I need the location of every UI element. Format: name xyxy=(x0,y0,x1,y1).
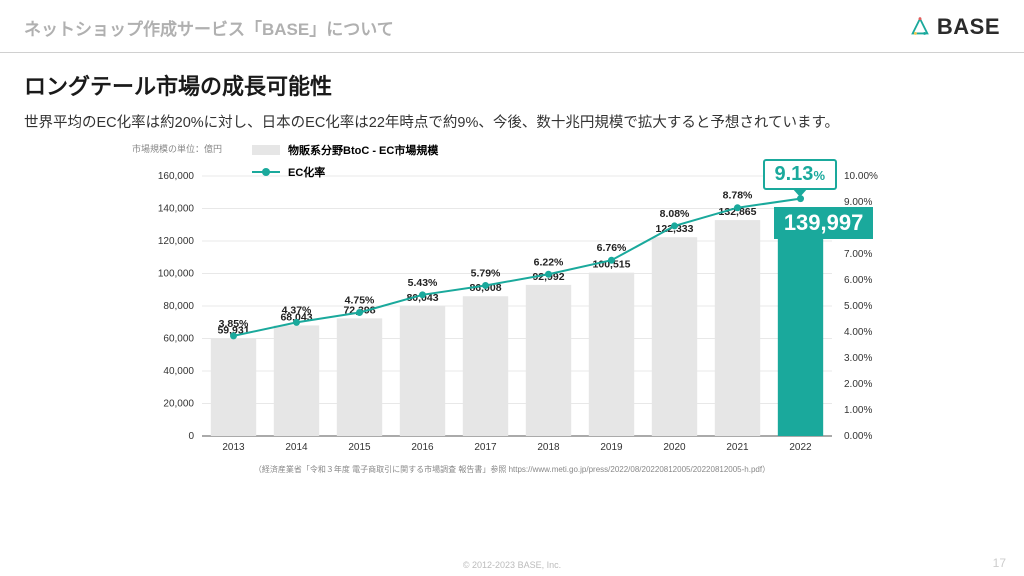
svg-text:5.43%: 5.43% xyxy=(408,277,438,289)
svg-text:2021: 2021 xyxy=(726,442,749,453)
svg-text:5.79%: 5.79% xyxy=(471,267,501,279)
svg-text:2014: 2014 xyxy=(285,442,308,453)
page-title: ロングテール市場の成長可能性 xyxy=(24,69,1000,101)
legend-bar-label: 物販系分野BtoC - EC市場規模 xyxy=(288,142,438,158)
svg-text:2.00%: 2.00% xyxy=(844,379,872,390)
legend-bar: 物販系分野BtoC - EC市場規模 xyxy=(252,142,438,158)
breadcrumb: ネットショップ作成サービス「BASE」について xyxy=(24,15,394,40)
svg-text:140,000: 140,000 xyxy=(158,204,195,215)
svg-text:8.78%: 8.78% xyxy=(723,190,753,202)
legend-bar-swatch xyxy=(252,145,280,155)
svg-text:6.00%: 6.00% xyxy=(844,275,872,286)
legend-line: EC化率 xyxy=(252,164,438,180)
svg-text:（経済産業省「令和３年度 電子商取引に関する市場調査 報告書: （経済産業省「令和３年度 電子商取引に関する市場調査 報告書」参照 https:… xyxy=(254,464,770,474)
chart: 市場規模の単位：億円 物販系分野BtoC - EC市場規模 EC化率 9.13%… xyxy=(102,146,922,476)
svg-text:7.00%: 7.00% xyxy=(844,249,872,260)
svg-text:2016: 2016 xyxy=(411,442,434,453)
legend: 物販系分野BtoC - EC市場規模 EC化率 xyxy=(252,142,438,180)
callout: 9.13% xyxy=(763,159,838,190)
svg-text:5.00%: 5.00% xyxy=(844,301,872,312)
svg-text:6.22%: 6.22% xyxy=(534,256,564,268)
svg-text:2019: 2019 xyxy=(600,442,623,453)
legend-line-swatch xyxy=(252,171,280,173)
svg-text:4.75%: 4.75% xyxy=(345,295,375,307)
svg-text:3.85%: 3.85% xyxy=(219,318,249,330)
unit-note: 市場規模の単位：億円 xyxy=(132,142,222,155)
svg-text:100,000: 100,000 xyxy=(158,269,195,280)
svg-text:2015: 2015 xyxy=(348,442,371,453)
svg-text:2022: 2022 xyxy=(789,442,812,453)
svg-text:3.00%: 3.00% xyxy=(844,353,872,364)
svg-text:80,000: 80,000 xyxy=(163,301,194,312)
svg-text:1.00%: 1.00% xyxy=(844,405,872,416)
highlight-label: 139,997 xyxy=(774,207,874,239)
svg-text:160,000: 160,000 xyxy=(158,171,195,182)
svg-text:4.37%: 4.37% xyxy=(282,304,312,316)
svg-text:60,000: 60,000 xyxy=(163,334,194,345)
page-number: 17 xyxy=(993,556,1006,570)
svg-text:0: 0 xyxy=(188,431,194,442)
callout-value: 9.13 xyxy=(775,163,814,185)
svg-text:20,000: 20,000 xyxy=(163,399,194,410)
divider xyxy=(0,52,1024,53)
legend-line-label: EC化率 xyxy=(288,164,325,180)
svg-text:40,000: 40,000 xyxy=(163,366,194,377)
svg-text:8.08%: 8.08% xyxy=(660,208,690,220)
svg-text:2013: 2013 xyxy=(222,442,245,453)
svg-text:120,000: 120,000 xyxy=(158,236,195,247)
svg-text:2018: 2018 xyxy=(537,442,560,453)
svg-text:4.00%: 4.00% xyxy=(844,327,872,338)
svg-text:2020: 2020 xyxy=(663,442,686,453)
svg-text:6.76%: 6.76% xyxy=(597,242,627,254)
callout-pct: % xyxy=(813,168,825,183)
copyright: © 2012-2023 BASE, Inc. xyxy=(0,560,1024,570)
logo-icon xyxy=(909,16,931,38)
logo-text: BASE xyxy=(937,14,1000,40)
svg-text:10.00%: 10.00% xyxy=(844,171,878,182)
svg-text:2017: 2017 xyxy=(474,442,497,453)
svg-text:0.00%: 0.00% xyxy=(844,431,872,442)
logo: BASE xyxy=(909,14,1000,40)
page-subtitle: 世界平均のEC化率は約20%に対し、日本のEC化率は22年時点で約9%、今後、数… xyxy=(24,111,1000,132)
